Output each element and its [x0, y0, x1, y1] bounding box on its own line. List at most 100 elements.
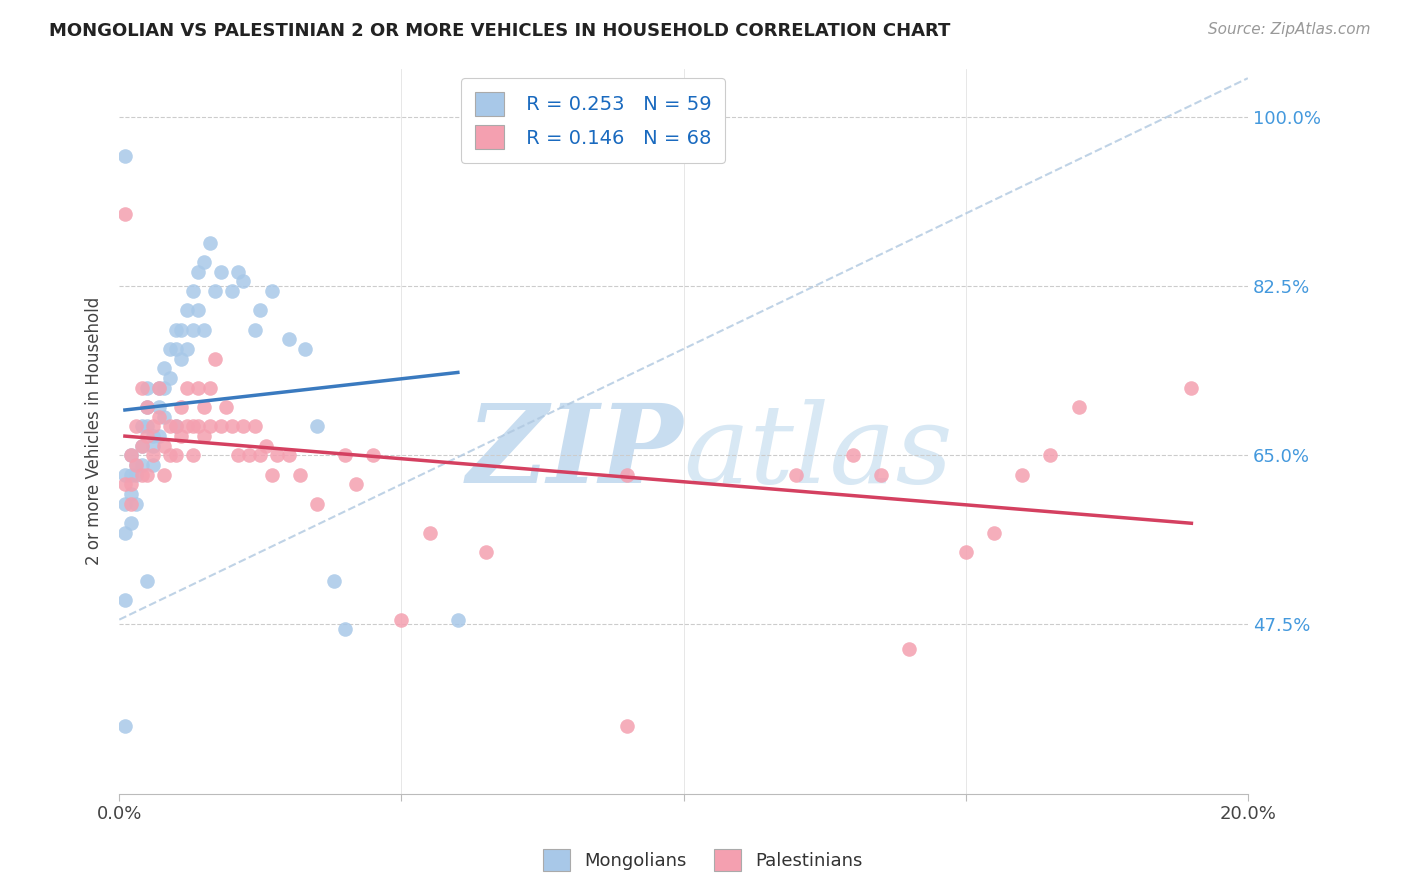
- Point: [187, 264, 209, 278]
- Text: atlas: atlas: [683, 399, 953, 507]
- Point: [114, 719, 136, 733]
- Point: [165, 322, 187, 336]
- Point: [165, 448, 187, 462]
- Point: [322, 574, 344, 588]
- Point: [114, 477, 136, 491]
- Point: [209, 264, 232, 278]
- Point: [125, 458, 148, 472]
- Point: [249, 448, 271, 462]
- Point: [198, 419, 221, 434]
- Point: [616, 467, 638, 482]
- Point: [125, 467, 148, 482]
- Point: [148, 400, 170, 414]
- Point: [148, 429, 170, 443]
- Point: [1067, 400, 1090, 414]
- Point: [170, 429, 193, 443]
- Point: [266, 448, 288, 462]
- Point: [142, 419, 165, 434]
- Legend: Mongolians, Palestinians: Mongolians, Palestinians: [536, 842, 870, 879]
- Point: [131, 458, 153, 472]
- Text: Source: ZipAtlas.com: Source: ZipAtlas.com: [1208, 22, 1371, 37]
- Point: [153, 467, 176, 482]
- Point: [221, 284, 243, 298]
- Point: [238, 448, 260, 462]
- Point: [419, 525, 441, 540]
- Point: [176, 419, 198, 434]
- Point: [226, 448, 249, 462]
- Point: [181, 448, 204, 462]
- Y-axis label: 2 or more Vehicles in Household: 2 or more Vehicles in Household: [86, 297, 103, 566]
- Point: [159, 342, 181, 356]
- Point: [120, 516, 142, 530]
- Point: [226, 264, 249, 278]
- Point: [120, 487, 142, 501]
- Point: [181, 419, 204, 434]
- Text: MONGOLIAN VS PALESTINIAN 2 OR MORE VEHICLES IN HOUSEHOLD CORRELATION CHART: MONGOLIAN VS PALESTINIAN 2 OR MORE VEHIC…: [49, 22, 950, 40]
- Point: [277, 332, 299, 346]
- Point: [114, 148, 136, 162]
- Point: [148, 409, 170, 424]
- Point: [215, 400, 238, 414]
- Point: [305, 497, 328, 511]
- Point: [114, 497, 136, 511]
- Point: [170, 322, 193, 336]
- Point: [142, 439, 165, 453]
- Point: [193, 255, 215, 269]
- Point: [198, 381, 221, 395]
- Point: [120, 448, 142, 462]
- Point: [125, 497, 148, 511]
- Point: [131, 467, 153, 482]
- Point: [1039, 448, 1062, 462]
- Point: [159, 419, 181, 434]
- Point: [616, 719, 638, 733]
- Point: [187, 419, 209, 434]
- Point: [221, 419, 243, 434]
- Point: [136, 429, 159, 443]
- Point: [170, 400, 193, 414]
- Point: [120, 467, 142, 482]
- Point: [193, 322, 215, 336]
- Point: [305, 419, 328, 434]
- Point: [159, 448, 181, 462]
- Point: [136, 381, 159, 395]
- Point: [232, 419, 254, 434]
- Point: [232, 274, 254, 288]
- Point: [142, 448, 165, 462]
- Point: [136, 574, 159, 588]
- Point: [898, 641, 921, 656]
- Point: [114, 593, 136, 607]
- Point: [333, 623, 356, 637]
- Point: [1180, 381, 1202, 395]
- Point: [148, 381, 170, 395]
- Point: [153, 409, 176, 424]
- Point: [176, 303, 198, 318]
- Point: [187, 303, 209, 318]
- Point: [842, 448, 865, 462]
- Point: [131, 381, 153, 395]
- Point: [181, 284, 204, 298]
- Point: [148, 381, 170, 395]
- Point: [260, 284, 283, 298]
- Point: [159, 371, 181, 385]
- Point: [391, 613, 413, 627]
- Point: [165, 419, 187, 434]
- Point: [294, 342, 316, 356]
- Point: [333, 448, 356, 462]
- Point: [243, 419, 266, 434]
- Text: ZIP: ZIP: [467, 399, 683, 507]
- Point: [198, 235, 221, 250]
- Point: [136, 467, 159, 482]
- Legend:  R = 0.253   N = 59,  R = 0.146   N = 68: R = 0.253 N = 59, R = 0.146 N = 68: [461, 78, 725, 162]
- Point: [204, 351, 226, 366]
- Point: [983, 525, 1005, 540]
- Point: [153, 439, 176, 453]
- Point: [131, 439, 153, 453]
- Point: [136, 419, 159, 434]
- Point: [176, 342, 198, 356]
- Point: [209, 419, 232, 434]
- Point: [131, 439, 153, 453]
- Point: [176, 381, 198, 395]
- Point: [114, 206, 136, 220]
- Point: [136, 400, 159, 414]
- Point: [165, 342, 187, 356]
